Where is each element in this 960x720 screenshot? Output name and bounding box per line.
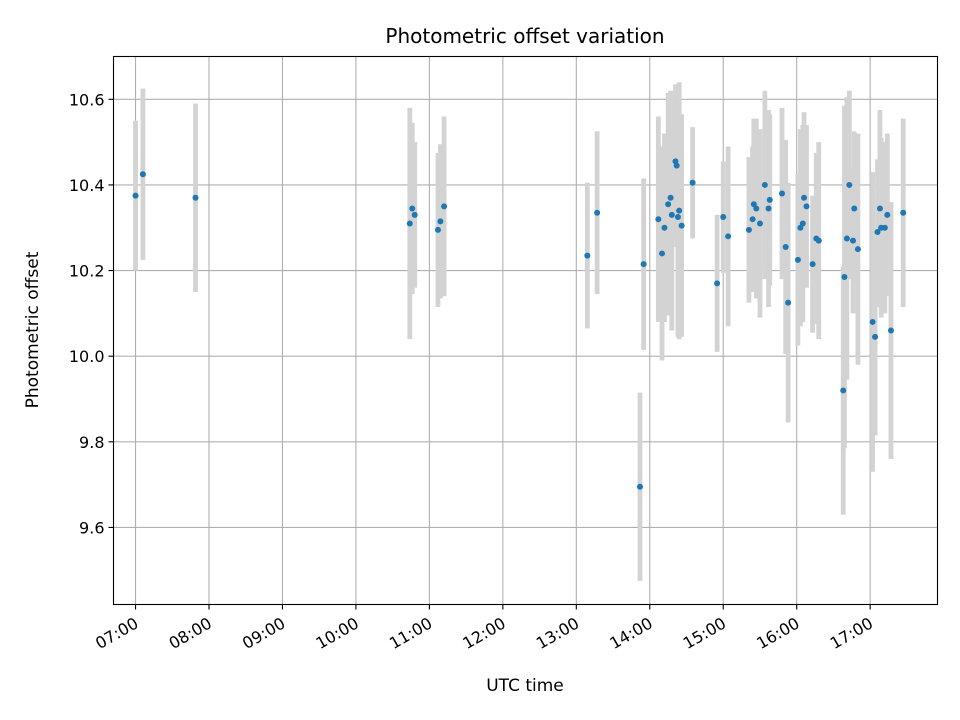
data-point [659,250,666,257]
data-point [785,299,792,306]
data-point [678,222,685,229]
y-axis-ticks: 9.6 9.8 10.0 10.2 10.4 10.6 [69,90,114,537]
data-point [900,209,907,216]
error-bars [133,82,906,581]
data-point [872,333,879,340]
x-tick-label: 09:00 [239,614,288,654]
x-tick-label: 17:00 [827,614,876,654]
x-tick-label: 14:00 [606,614,655,654]
data-point [765,205,772,212]
data-point [756,220,763,227]
x-tick-label: 16:00 [753,614,802,654]
data-point [794,256,801,263]
data-point [850,237,857,244]
data-point [720,214,727,221]
y-axis-label: Photometric offset [23,251,43,408]
data-point [841,273,848,280]
data-point [779,190,786,197]
data-point [667,194,674,201]
data-point [139,171,146,178]
data-point [799,220,806,227]
data-point [869,318,876,325]
data-point [409,205,416,212]
y-tick-label: 10.0 [69,347,105,366]
data-point [749,216,756,223]
y-tick-label: 10.4 [69,176,105,195]
data-point [815,237,822,244]
x-gridlines [134,56,871,605]
data-point [854,246,861,253]
data-point [782,244,789,251]
data-point [843,235,850,242]
data-point [132,192,139,199]
data-point [192,194,199,201]
data-point [761,181,768,188]
data-point [441,203,448,210]
data-point [676,207,683,214]
data-points [132,158,907,490]
plot-frame [112,55,939,606]
data-point [636,483,643,490]
data-point [714,280,721,287]
data-point [851,205,858,212]
x-tick-label: 12:00 [459,614,508,654]
y-tick-label: 9.8 [79,433,104,452]
data-point [840,387,847,394]
data-point [411,211,418,218]
data-point [745,226,752,233]
x-axis-label: UTC time [486,676,564,696]
data-point [673,162,680,169]
data-point [640,261,647,268]
x-tick-label: 07:00 [92,614,141,654]
data-point [874,229,881,236]
chart-title: Photometric offset variation [385,24,664,48]
data-point [665,201,672,208]
x-tick-label: 15:00 [680,614,729,654]
x-tick-label: 08:00 [166,614,215,654]
x-axis-ticks: 07:00 08:00 09:00 10:00 11:00 12:00 13:00 14:00… [92,604,876,654]
data-point [766,196,773,203]
data-point [584,252,591,259]
y-tick-label: 10.2 [69,262,105,281]
data-point [434,226,441,233]
data-point [881,224,888,231]
data-point [846,181,853,188]
data-point [406,220,413,227]
x-tick-label: 10:00 [312,614,361,654]
data-point [655,216,662,223]
data-point [884,211,891,218]
y-tick-label: 10.6 [69,90,105,109]
data-point [674,214,681,221]
data-point [725,233,732,240]
data-point [809,261,816,268]
data-point [661,224,668,231]
data-point [668,211,675,218]
data-point [753,205,760,212]
data-point [437,218,444,225]
y-tick-label: 9.6 [79,518,104,537]
data-point [801,194,808,201]
data-point [876,205,883,212]
data-point [689,179,696,186]
x-tick-label: 13:00 [533,614,582,654]
data-point [887,327,894,334]
data-point [594,209,601,216]
x-tick-label: 11:00 [386,614,435,654]
data-point [803,203,810,210]
